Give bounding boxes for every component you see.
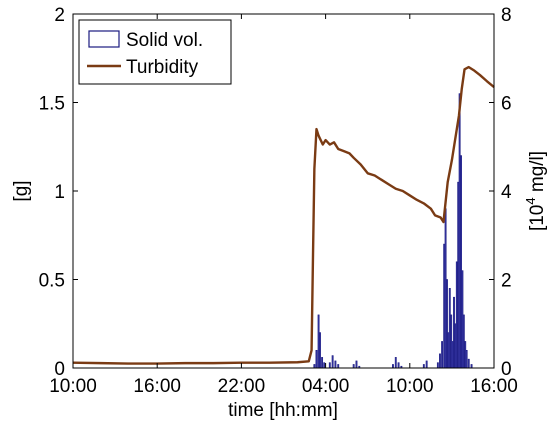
x-tick-label-4: 10:00 — [386, 376, 434, 397]
x-tick-label-1: 16:00 — [133, 376, 181, 397]
x-tick-label-0: 10:00 — [49, 376, 97, 397]
solid-vol-bar-10 — [352, 364, 355, 369]
solid-vol-bar-37 — [464, 341, 467, 369]
left-y-tick-label-4: 2 — [54, 5, 65, 26]
solid-vol-bar-6 — [328, 362, 331, 369]
x-tick-label-5: 16:00 — [470, 376, 518, 397]
solid-vol-bar-35 — [461, 270, 464, 369]
solid-vol-bar-17 — [422, 364, 425, 369]
left-y-tick-label-3: 1.5 — [39, 94, 65, 115]
solid-vol-bar-11 — [355, 360, 358, 369]
legend-label-solid-vol: Solid vol. — [126, 30, 203, 51]
solid-vol-bar-13 — [392, 364, 394, 369]
solid-vol-bar-29 — [453, 296, 455, 369]
right-y-axis-label-unit: mg/l] — [527, 151, 548, 197]
x-tick-label-3: 04:00 — [302, 376, 350, 397]
solid-vol-bar-20 — [439, 353, 441, 369]
solid-vol-bar-5 — [323, 362, 326, 369]
solid-vol-bar-18 — [425, 360, 428, 369]
solid-vol-bar-24 — [446, 279, 448, 369]
right-y-tick-label-1: 2 — [501, 271, 512, 292]
solid-vol-bar-8 — [334, 360, 337, 369]
solid-vol-bar-2 — [317, 314, 320, 369]
turbidity-line — [72, 65, 495, 365]
solid-vol-bar-14 — [394, 357, 397, 369]
x-tick-label-2: 22:00 — [218, 376, 266, 397]
solid-vol-bar-32 — [457, 181, 460, 369]
right-y-axis-label-exponent: 4 — [523, 197, 538, 204]
x-axis-label: time [hh:mm] — [228, 400, 338, 421]
right-y-axis-label-base: [10 — [527, 205, 548, 231]
right-y-tick-label-2: 4 — [501, 182, 512, 203]
solid-vol-bar-40 — [470, 364, 473, 369]
right-y-tick-label-0: 0 — [501, 359, 512, 380]
solid-vol-bar-22 — [443, 243, 446, 369]
legend-swatch-solid-vol — [88, 30, 120, 48]
solid-vol-bar-19 — [436, 362, 439, 369]
solid-vol-bar-23 — [444, 208, 447, 369]
left-y-tick-label-1: 0.5 — [39, 271, 65, 292]
solid-vol-bar-26 — [448, 288, 451, 369]
legend: Solid vol. Turbidity — [78, 19, 232, 85]
solid-vol-bar-9 — [337, 364, 340, 369]
solid-vol-bar-7 — [331, 355, 334, 369]
left-y-tick-label-0: 0 — [54, 359, 65, 380]
solid-vol-bar-34 — [460, 155, 462, 369]
solid-vol-bar-31 — [455, 261, 458, 369]
solid-vol-bar-39 — [467, 358, 470, 369]
solid-vol-bar-36 — [462, 314, 465, 369]
solid-vol-bar-3 — [319, 332, 321, 369]
right-y-axis-label: [104 mg/l] — [523, 151, 548, 231]
solid-vol-bar-38 — [465, 349, 468, 369]
solid-vol-bar-27 — [450, 314, 453, 369]
solid-vol-bar-1 — [315, 349, 318, 369]
solid-vol-bar-21 — [441, 341, 444, 369]
right-y-tick-label-4: 8 — [501, 5, 512, 26]
right-y-axis-ticks: 0 2 4 6 8 — [489, 5, 512, 380]
x-axis-ticks: 10:00 16:00 22:00 04:00 10:00 16:00 — [49, 14, 518, 397]
solid-vol-bar-4 — [321, 357, 324, 369]
left-y-axis-label: [g] — [11, 180, 32, 201]
left-y-tick-label-2: 1 — [54, 182, 65, 203]
solid-vol-bar-25 — [447, 332, 450, 369]
solid-vol-bar-28 — [451, 341, 454, 369]
solid-vol-bar-33 — [458, 93, 461, 369]
solid-vol-bar-30 — [454, 323, 457, 369]
solid-vol-bars — [313, 93, 473, 369]
solid-vol-bar-15 — [397, 362, 400, 369]
legend-label-turbidity: Turbidity — [126, 57, 199, 78]
solid-vol-bar-0 — [313, 364, 316, 369]
left-y-axis-ticks: 0 0.5 1 1.5 2 — [39, 5, 78, 380]
right-y-tick-label-3: 6 — [501, 94, 512, 115]
